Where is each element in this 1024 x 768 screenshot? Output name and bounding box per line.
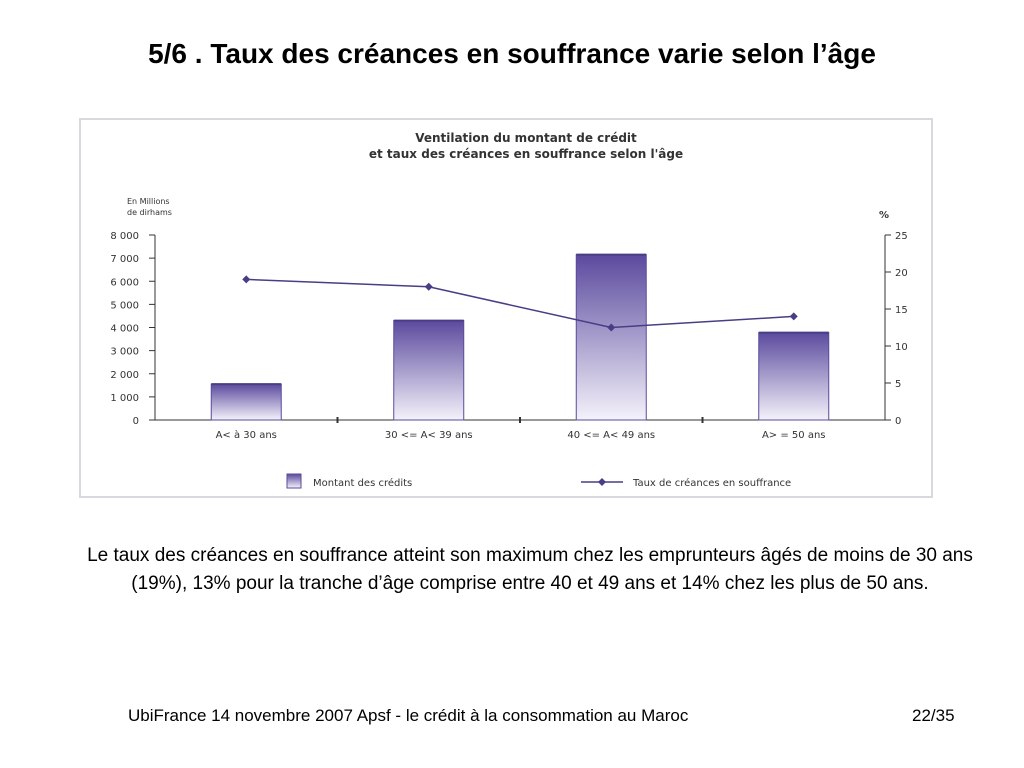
y-left-axis-label: En Millions xyxy=(127,197,170,206)
line-point-marker xyxy=(607,323,616,332)
y-left-tick-label: 7 000 xyxy=(110,254,139,265)
bar-credit-amount xyxy=(758,332,830,421)
line-delinquency-rate xyxy=(246,278,794,329)
y-left-tick-label: 8 000 xyxy=(110,231,139,242)
y-right-tick-label: 5 xyxy=(895,379,901,390)
legend-line-label: Taux de créances en souffrance xyxy=(632,477,791,489)
footer-source: UbiFrance 14 novembre 2007 Apsf - le cré… xyxy=(128,706,689,725)
y-right-tick-label: 0 xyxy=(895,416,901,427)
legend-bar-swatch xyxy=(286,473,302,489)
chart-subtitle: et taux des créances en souffrance selon… xyxy=(369,147,683,161)
legend-line-marker xyxy=(598,478,606,486)
x-tick-label: 40 <= A< 49 ans xyxy=(567,430,655,441)
y-right-tick-label: 10 xyxy=(895,342,908,353)
y-left-tick-label: 0 xyxy=(133,416,139,427)
y-left-tick-label: 1 000 xyxy=(110,393,139,404)
bar-credit-amount xyxy=(210,383,282,421)
y-left-tick-label: 3 000 xyxy=(110,347,139,358)
y-left-tick-label: 4 000 xyxy=(110,324,139,335)
combo-chart: Ventilation du montant de crédit et taux… xyxy=(110,131,908,489)
legend-bar-label: Montant des crédits xyxy=(313,477,412,489)
line-point-marker xyxy=(424,282,433,291)
x-tick-label: A< à 30 ans xyxy=(216,429,277,441)
y-left-tick-label: 2 000 xyxy=(110,370,139,381)
y-right-axis-label: % xyxy=(879,210,889,221)
line-point-marker xyxy=(242,275,251,284)
chart-frame: Ventilation du montant de crédit et taux… xyxy=(79,118,933,498)
page-number: 22/35 xyxy=(912,706,955,725)
bar-credit-amount xyxy=(393,320,465,421)
x-tick-label: 30 <= A< 39 ans xyxy=(385,430,473,441)
y-right-tick-label: 20 xyxy=(895,268,908,279)
y-left-tick-label: 5 000 xyxy=(110,300,139,311)
chart-title: Ventilation du montant de crédit xyxy=(415,131,637,145)
x-tick-label: A> = 50 ans xyxy=(762,430,826,441)
slide-title: 5/6 . Taux des créances en souffrance va… xyxy=(148,38,876,69)
y-left-tick-label: 6 000 xyxy=(110,277,139,288)
y-left-axis-label-unit: de dirhams xyxy=(127,208,172,217)
line-point-marker xyxy=(789,312,798,321)
slide-caption: Le taux des créances en souffrance attei… xyxy=(87,545,973,594)
y-right-tick-label: 25 xyxy=(895,231,908,242)
bar-credit-amount xyxy=(575,254,647,421)
y-right-tick-label: 15 xyxy=(895,305,908,316)
